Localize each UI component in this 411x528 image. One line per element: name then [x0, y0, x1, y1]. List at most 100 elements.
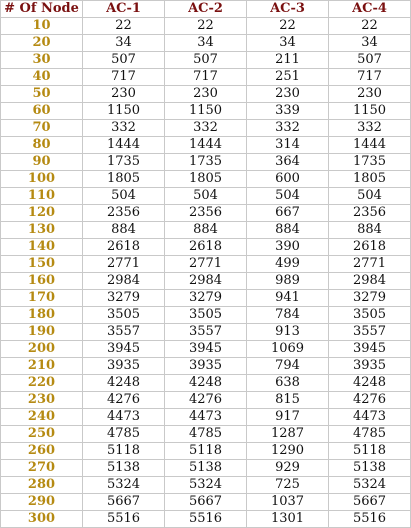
- ac-2-cell: 3505: [164, 306, 247, 324]
- ac-3-cell: 725: [246, 476, 329, 494]
- ac-2-cell: 5516: [164, 510, 247, 528]
- ac-3-cell: 211: [246, 51, 329, 69]
- node-count-cell: 280: [0, 476, 83, 494]
- ac-3-cell: 884: [246, 221, 329, 239]
- node-count-cell: 10: [0, 17, 83, 35]
- table-row: 210 3935 3935 794 3935: [0, 357, 411, 375]
- ac-4-cell: 5516: [328, 510, 411, 528]
- ac-1-cell: 3945: [82, 340, 165, 358]
- ac-3-cell: 314: [246, 136, 329, 154]
- ac-1-cell: 3505: [82, 306, 165, 324]
- ac-3-cell: 1287: [246, 425, 329, 443]
- ac-1-cell: 3935: [82, 357, 165, 375]
- node-count-cell: 20: [0, 34, 83, 52]
- ac-4-cell: 3557: [328, 323, 411, 341]
- ac-4-cell: 2771: [328, 255, 411, 273]
- table-row: 300 5516 5516 1301 5516: [0, 510, 411, 528]
- ac-1-cell: 5118: [82, 442, 165, 460]
- ac-3-cell: 499: [246, 255, 329, 273]
- ac-4-cell: 4248: [328, 374, 411, 392]
- ac-4-cell: 4785: [328, 425, 411, 443]
- ac-3-cell: 251: [246, 68, 329, 86]
- ac-2-cell: 717: [164, 68, 247, 86]
- ac-4-cell: 2356: [328, 204, 411, 222]
- ac-2-cell: 332: [164, 119, 247, 137]
- table-row: 160 2984 2984 989 2984: [0, 272, 411, 290]
- ac-2-cell: 2356: [164, 204, 247, 222]
- table-row: 10 22 22 22 22: [0, 17, 411, 35]
- table-row: 170 3279 3279 941 3279: [0, 289, 411, 307]
- ac-1-cell: 2771: [82, 255, 165, 273]
- ac-2-cell: 2771: [164, 255, 247, 273]
- ac-3-cell: 667: [246, 204, 329, 222]
- ac-4-cell: 34: [328, 34, 411, 52]
- ac-1-cell: 1805: [82, 170, 165, 188]
- ac-1-cell: 1444: [82, 136, 165, 154]
- ac-3-cell: 929: [246, 459, 329, 477]
- ac-1-cell: 3279: [82, 289, 165, 307]
- ac-2-cell: 884: [164, 221, 247, 239]
- ac-1-cell: 5516: [82, 510, 165, 528]
- column-header-ac-2: AC-2: [164, 0, 247, 18]
- ac-2-cell: 507: [164, 51, 247, 69]
- ac-4-cell: 1735: [328, 153, 411, 171]
- ac-2-cell: 1735: [164, 153, 247, 171]
- ac-1-cell: 4473: [82, 408, 165, 426]
- ac-3-cell: 600: [246, 170, 329, 188]
- ac-1-cell: 34: [82, 34, 165, 52]
- ac-2-cell: 1805: [164, 170, 247, 188]
- node-count-cell: 90: [0, 153, 83, 171]
- node-count-cell: 200: [0, 340, 83, 358]
- ac-3-cell: 230: [246, 85, 329, 103]
- node-count-cell: 210: [0, 357, 83, 375]
- node-count-cell: 250: [0, 425, 83, 443]
- table-row: 260 5118 5118 1290 5118: [0, 442, 411, 460]
- node-count-cell: 110: [0, 187, 83, 205]
- column-header-ac-4: AC-4: [328, 0, 411, 18]
- ac-4-cell: 5118: [328, 442, 411, 460]
- ac-2-cell: 2618: [164, 238, 247, 256]
- node-count-cell: 260: [0, 442, 83, 460]
- table-row: 190 3557 3557 913 3557: [0, 323, 411, 341]
- header-row: # Of Node AC-1 AC-2 AC-3 AC-4: [0, 0, 411, 18]
- node-count-cell: 140: [0, 238, 83, 256]
- ac-4-cell: 1444: [328, 136, 411, 154]
- ac-2-cell: 34: [164, 34, 247, 52]
- ac-4-cell: 3935: [328, 357, 411, 375]
- node-count-cell: 70: [0, 119, 83, 137]
- node-count-cell: 40: [0, 68, 83, 86]
- node-count-cell: 30: [0, 51, 83, 69]
- table-row: 150 2771 2771 499 2771: [0, 255, 411, 273]
- ac-2-cell: 4785: [164, 425, 247, 443]
- table-row: 80 1444 1444 314 1444: [0, 136, 411, 154]
- ac-1-cell: 1150: [82, 102, 165, 120]
- ac-4-cell: 504: [328, 187, 411, 205]
- table-row: 130 884 884 884 884: [0, 221, 411, 239]
- ac-1-cell: 3557: [82, 323, 165, 341]
- ac-1-cell: 332: [82, 119, 165, 137]
- ac-1-cell: 22: [82, 17, 165, 35]
- table-row: 90 1735 1735 364 1735: [0, 153, 411, 171]
- ac-1-cell: 717: [82, 68, 165, 86]
- node-count-cell: 270: [0, 459, 83, 477]
- column-header-ac-3: AC-3: [246, 0, 329, 18]
- node-count-cell: 230: [0, 391, 83, 409]
- node-count-cell: 180: [0, 306, 83, 324]
- ac-2-cell: 4276: [164, 391, 247, 409]
- node-count-cell: 240: [0, 408, 83, 426]
- ac-1-cell: 5138: [82, 459, 165, 477]
- ac-4-cell: 507: [328, 51, 411, 69]
- ac-4-cell: 2618: [328, 238, 411, 256]
- ac-2-cell: 5667: [164, 493, 247, 511]
- ac-4-cell: 884: [328, 221, 411, 239]
- ac-3-cell: 504: [246, 187, 329, 205]
- table-row: 30 507 507 211 507: [0, 51, 411, 69]
- ac-4-cell: 1805: [328, 170, 411, 188]
- ac-2-cell: 5324: [164, 476, 247, 494]
- ac-3-cell: 22: [246, 17, 329, 35]
- ac-3-cell: 339: [246, 102, 329, 120]
- ac-1-cell: 884: [82, 221, 165, 239]
- table-row: 220 4248 4248 638 4248: [0, 374, 411, 392]
- ac-3-cell: 815: [246, 391, 329, 409]
- ac-3-cell: 332: [246, 119, 329, 137]
